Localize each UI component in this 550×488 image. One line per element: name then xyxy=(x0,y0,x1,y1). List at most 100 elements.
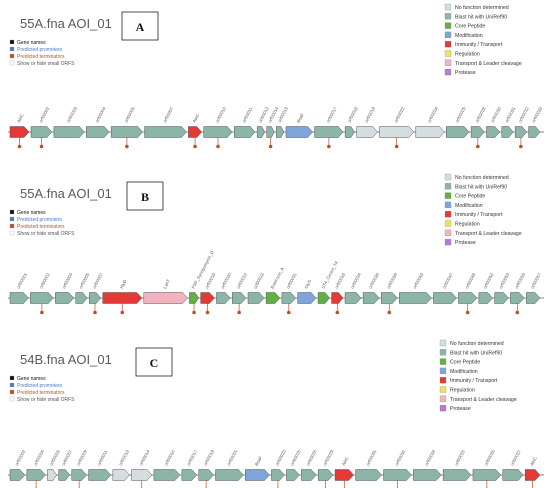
gene-arrow[interactable] xyxy=(55,292,75,304)
gene-arrow[interactable] xyxy=(58,469,71,481)
gene-arrow[interactable] xyxy=(514,126,527,138)
gene-arrow[interactable] xyxy=(233,126,256,138)
gene-arrow[interactable] xyxy=(26,469,46,481)
gene-arrow[interactable] xyxy=(399,292,432,304)
gene-arrow[interactable] xyxy=(53,126,85,138)
control-promoters[interactable]: Predicted promoters xyxy=(17,47,63,53)
gene-arrow[interactable] xyxy=(86,126,110,138)
gene-arrow[interactable] xyxy=(200,292,215,304)
control-checkbox[interactable] xyxy=(9,39,15,45)
control-terminators[interactable]: Predicted terminators xyxy=(17,390,65,396)
gene-arrow[interactable] xyxy=(413,469,442,481)
gene-arrow[interactable] xyxy=(486,126,501,138)
gene-arrow[interactable] xyxy=(362,292,380,304)
control-checkbox[interactable] xyxy=(9,209,15,215)
gene-arrow[interactable] xyxy=(344,292,362,304)
control-terminators[interactable]: Predicted terminators xyxy=(17,224,65,230)
gene-arrow[interactable] xyxy=(285,126,313,138)
control-gene-names[interactable]: Gene names xyxy=(17,376,46,382)
gene-arrow[interactable] xyxy=(344,126,355,138)
gene-arrow[interactable] xyxy=(383,469,412,481)
control-checkbox[interactable] xyxy=(9,60,15,66)
gene-arrow[interactable] xyxy=(276,126,285,138)
gene-arrow[interactable] xyxy=(317,292,330,304)
control-checkbox[interactable] xyxy=(9,53,15,59)
gene-arrow[interactable] xyxy=(247,292,265,304)
gene-arrow[interactable] xyxy=(203,126,233,138)
gene-arrow[interactable] xyxy=(143,292,188,304)
control-gene-names[interactable]: Gene names xyxy=(17,210,46,216)
control-checkbox[interactable] xyxy=(9,216,15,222)
gene-arrow[interactable] xyxy=(88,469,112,481)
control-promoters[interactable]: Predicted promoters xyxy=(17,383,63,389)
control-checkbox[interactable] xyxy=(9,230,15,236)
gene-arrow[interactable] xyxy=(215,469,244,481)
gene-arrow[interactable] xyxy=(271,469,285,481)
gene-arrow[interactable] xyxy=(433,292,457,304)
gene-arrow[interactable] xyxy=(75,292,88,304)
gene-arrow[interactable] xyxy=(216,292,231,304)
gene-arrow[interactable] xyxy=(528,126,541,138)
gene-arrow[interactable] xyxy=(510,292,525,304)
gene-arrow[interactable] xyxy=(30,292,54,304)
gene-arrow[interactable] xyxy=(181,469,198,481)
gene-arrow[interactable] xyxy=(88,292,102,304)
gene-arrow[interactable] xyxy=(472,469,502,481)
gene-arrow[interactable] xyxy=(30,126,53,138)
control-small-orfs[interactable]: Show or hide small ORFS xyxy=(17,231,75,237)
gene-arrow[interactable] xyxy=(524,469,541,481)
control-promoters[interactable]: Predicted promoters xyxy=(17,217,63,223)
gene-arrow[interactable] xyxy=(198,469,214,481)
gene-arrow[interactable] xyxy=(102,292,143,304)
gene-arrow[interactable] xyxy=(47,469,57,481)
gene-arrow[interactable] xyxy=(281,292,297,304)
gene-arrow[interactable] xyxy=(380,292,398,304)
gene-arrow[interactable] xyxy=(470,126,485,138)
control-gene-names[interactable]: Gene names xyxy=(17,40,46,46)
gene-arrow[interactable] xyxy=(502,469,524,481)
gene-arrow[interactable] xyxy=(442,469,472,481)
gene-arrow[interactable] xyxy=(112,469,130,481)
gene-arrow[interactable] xyxy=(188,126,203,138)
control-checkbox[interactable] xyxy=(9,389,15,395)
gene-arrow[interactable] xyxy=(153,469,181,481)
gene-arrow[interactable] xyxy=(458,292,478,304)
gene-arrow[interactable] xyxy=(9,126,30,138)
control-checkbox[interactable] xyxy=(9,382,15,388)
gene-arrow[interactable] xyxy=(334,469,354,481)
gene-arrow[interactable] xyxy=(189,292,199,304)
gene-arrow[interactable] xyxy=(245,469,270,481)
control-checkbox[interactable] xyxy=(9,375,15,381)
gene-arrow[interactable] xyxy=(265,292,281,304)
gene-arrow[interactable] xyxy=(286,469,300,481)
control-small-orfs[interactable]: Show or hide small ORFS xyxy=(17,397,75,403)
gene-arrow[interactable] xyxy=(131,469,153,481)
gene-arrow[interactable] xyxy=(71,469,87,481)
gene-arrow[interactable] xyxy=(331,292,344,304)
gene-arrow[interactable] xyxy=(415,126,445,138)
gene-arrow[interactable] xyxy=(355,469,382,481)
gene-arrow[interactable] xyxy=(356,126,378,138)
control-checkbox[interactable] xyxy=(9,223,15,229)
gene-arrow[interactable] xyxy=(297,292,317,304)
control-checkbox[interactable] xyxy=(9,396,15,402)
gene-arrow[interactable] xyxy=(379,126,415,138)
gene-arrow[interactable] xyxy=(314,126,344,138)
control-terminators[interactable]: Predicted terminators xyxy=(17,54,65,60)
gene-arrow[interactable] xyxy=(266,126,275,138)
gene-arrow[interactable] xyxy=(9,469,26,481)
gene-arrow[interactable] xyxy=(478,292,493,304)
gene-arrow[interactable] xyxy=(144,126,187,138)
gene-arrow[interactable] xyxy=(110,126,143,138)
control-small-orfs[interactable]: Show or hide small ORFS xyxy=(17,61,75,67)
gene-arrow[interactable] xyxy=(301,469,317,481)
gene-arrow[interactable] xyxy=(501,126,514,138)
gene-arrow[interactable] xyxy=(446,126,470,138)
gene-arrow[interactable] xyxy=(256,126,266,138)
gene-arrow[interactable] xyxy=(9,292,29,304)
control-checkbox[interactable] xyxy=(9,46,15,52)
gene-arrow[interactable] xyxy=(494,292,509,304)
gene-arrow[interactable] xyxy=(231,292,247,304)
gene-arrow[interactable] xyxy=(525,292,541,304)
gene-arrow[interactable] xyxy=(317,469,334,481)
